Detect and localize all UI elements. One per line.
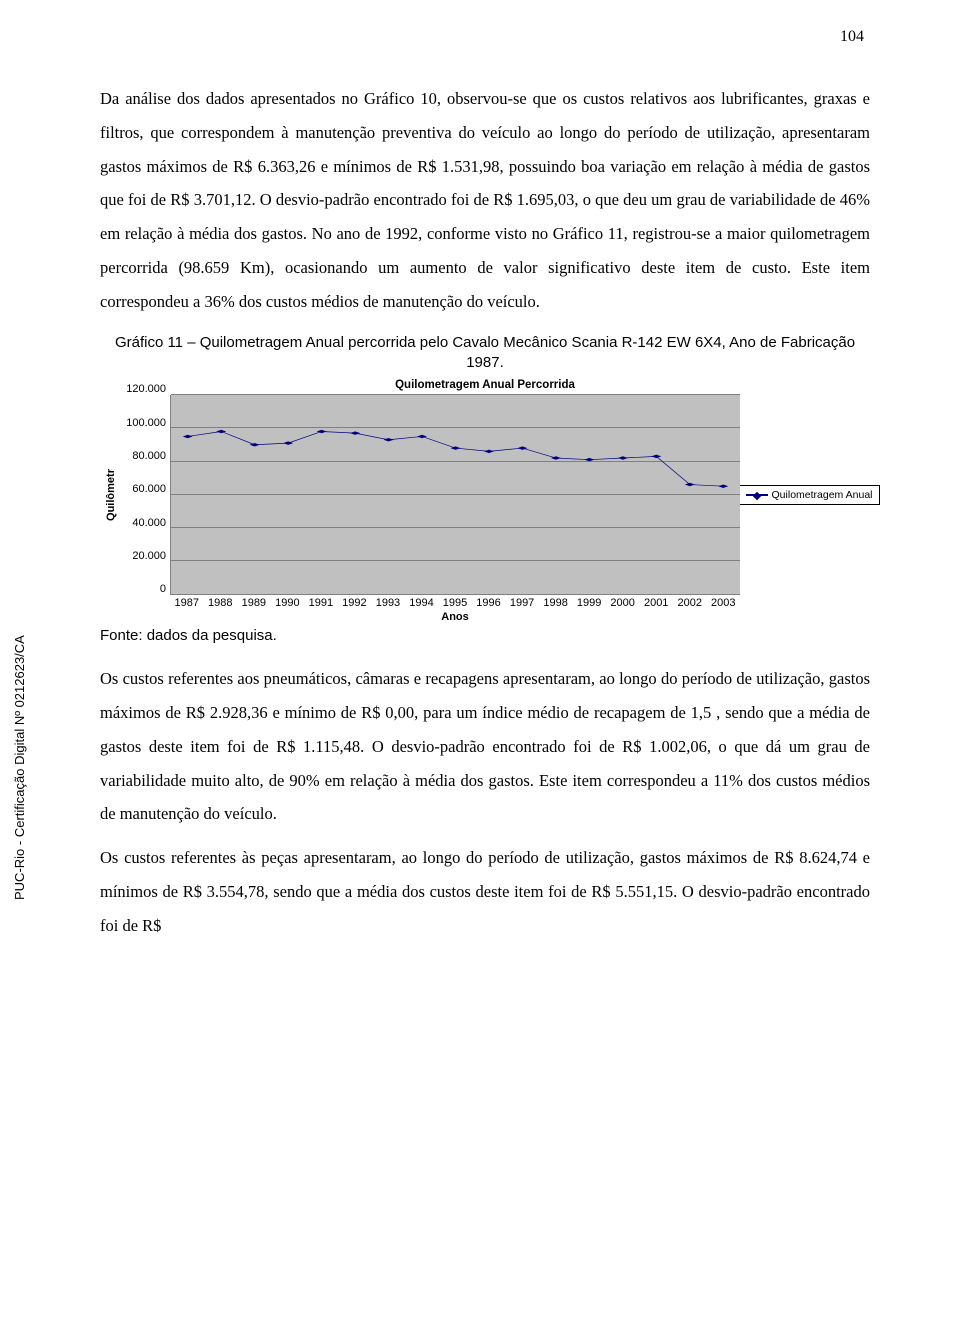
chart-inner-title: Quilometragem Anual Percorrida [100, 379, 870, 391]
y-axis-label: Quilômetr [105, 469, 117, 521]
y-axis-ticks: 020.00040.00060.00080.000100.000120.000 [122, 395, 170, 595]
paragraph-2: Os custos referentes aos pneumáticos, câ… [100, 662, 870, 831]
line-series [171, 395, 740, 594]
legend-marker-icon [752, 492, 760, 500]
x-tick: 1998 [539, 597, 573, 609]
page-number: 104 [840, 28, 864, 46]
x-tick: 1999 [572, 597, 606, 609]
x-tick: 1993 [371, 597, 405, 609]
x-tick: 2000 [606, 597, 640, 609]
legend-label: Quilometragem Anual [772, 489, 873, 501]
x-tick: 1991 [304, 597, 338, 609]
x-tick: 1995 [438, 597, 472, 609]
paragraph-3: Os custos referentes às peças apresentar… [100, 841, 870, 942]
chart-caption: Gráfico 11 – Quilometragem Anual percorr… [100, 333, 870, 374]
legend-swatch [746, 494, 768, 496]
x-tick: 2001 [639, 597, 673, 609]
x-axis-ticks: 1987198819891990199119921993199419951996… [170, 597, 740, 609]
x-tick: 2003 [707, 597, 741, 609]
chart-container: Quilometragem Anual Percorrida Quilômetr… [100, 379, 870, 623]
source-line: Fonte: dados da pesquisa. [100, 627, 870, 644]
x-tick: 1994 [405, 597, 439, 609]
x-tick: 1992 [338, 597, 372, 609]
x-axis-label: Anos [100, 611, 870, 623]
x-tick: 1997 [505, 597, 539, 609]
x-tick: 1987 [170, 597, 204, 609]
legend: Quilometragem Anual [739, 485, 880, 505]
paragraph-1: Da análise dos dados apresentados no Grá… [100, 82, 870, 319]
x-tick: 1989 [237, 597, 271, 609]
plot-area [170, 395, 740, 595]
x-tick: 1996 [472, 597, 506, 609]
page-content: Da análise dos dados apresentados no Grá… [100, 82, 870, 953]
certification-sidebar: PUC-Rio - Certificação Digital Nº 021262… [12, 635, 27, 900]
x-tick: 2002 [673, 597, 707, 609]
x-tick: 1990 [271, 597, 305, 609]
x-tick: 1988 [204, 597, 238, 609]
